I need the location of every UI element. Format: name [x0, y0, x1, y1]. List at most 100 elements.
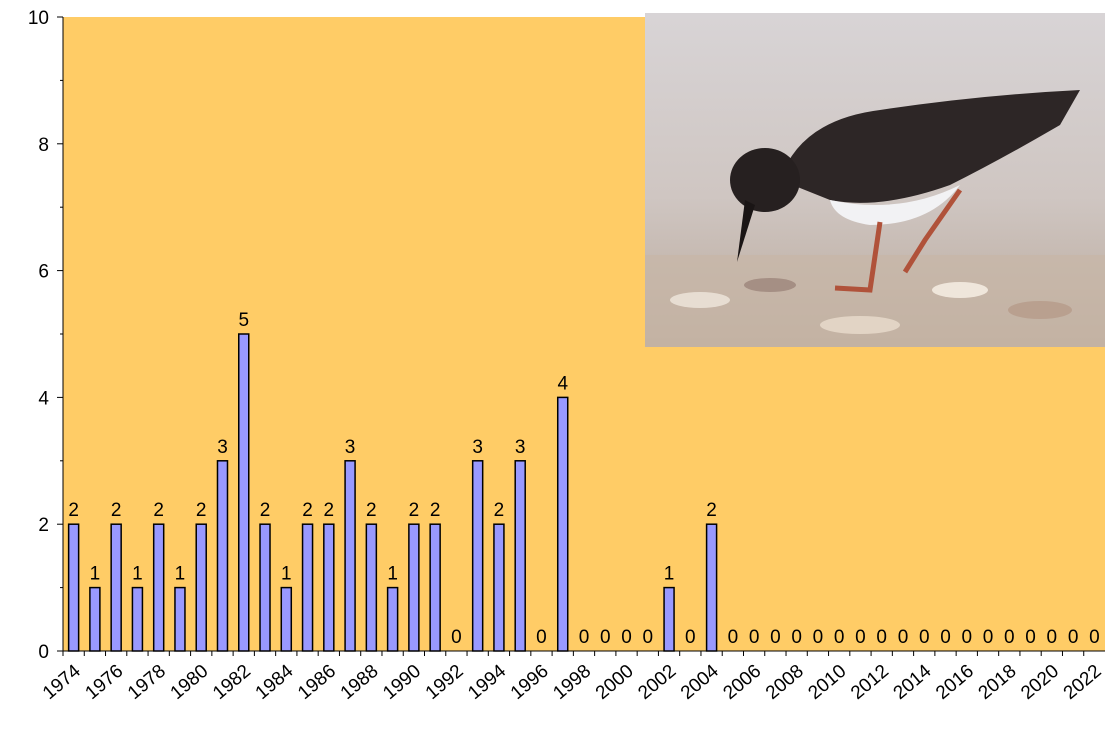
value-label: 3	[217, 437, 228, 458]
value-label: 2	[366, 500, 377, 521]
value-label: 0	[876, 627, 887, 648]
value-label: 0	[579, 627, 590, 648]
value-label: 4	[557, 373, 568, 394]
x-tick-label: 2014	[890, 660, 936, 704]
value-label: 0	[685, 627, 696, 648]
value-label: 0	[983, 627, 994, 648]
value-label: 1	[387, 564, 398, 585]
value-label: 0	[919, 627, 930, 648]
bird-photo	[645, 13, 1105, 347]
value-label: 2	[430, 500, 441, 521]
bar	[67, 523, 80, 652]
x-tick-label: 2016	[932, 661, 978, 704]
value-label: 0	[1025, 627, 1036, 648]
bar	[195, 523, 207, 652]
value-label: 1	[281, 564, 292, 585]
x-tick-label: 1992	[422, 661, 468, 704]
value-label: 0	[898, 627, 909, 648]
bar	[429, 523, 441, 652]
value-label: 2	[302, 500, 313, 521]
value-label: 0	[940, 627, 951, 648]
y-tick-label: 2	[38, 515, 49, 536]
value-label: 0	[834, 627, 845, 648]
value-label: 0	[536, 627, 547, 648]
bar	[663, 586, 675, 652]
x-tick-label: 2008	[762, 661, 808, 704]
bar	[110, 523, 122, 652]
bar	[174, 586, 186, 652]
value-label: 0	[961, 627, 972, 648]
x-tick-label: 1978	[124, 661, 170, 704]
value-label: 3	[515, 437, 526, 458]
bar	[152, 523, 165, 652]
bar	[408, 523, 420, 652]
value-label: 5	[238, 310, 249, 331]
bar	[365, 523, 378, 652]
bar	[386, 586, 399, 652]
x-tick-label: 1994	[464, 660, 510, 704]
value-label: 0	[813, 627, 824, 648]
bar	[514, 460, 526, 652]
x-tick-label: 2010	[805, 661, 851, 704]
value-label: 0	[770, 627, 781, 648]
value-label: 0	[621, 627, 632, 648]
value-label: 2	[196, 500, 207, 521]
value-label: 0	[451, 627, 462, 648]
bar	[323, 523, 335, 652]
value-label: 2	[68, 500, 79, 521]
x-tick-label: 1974	[39, 660, 85, 704]
y-tick-label: 10	[28, 8, 49, 29]
value-label: 2	[324, 500, 335, 521]
x-tick-label: 2018	[975, 661, 1021, 704]
value-label: 0	[1004, 627, 1015, 648]
x-tick-label: 1976	[81, 661, 127, 704]
value-label: 2	[153, 500, 164, 521]
value-label: 0	[1068, 627, 1079, 648]
y-tick-label: 8	[38, 135, 49, 156]
value-label: 1	[175, 564, 186, 585]
x-tick-label: 2020	[1017, 661, 1063, 704]
x-tick-label: 2000	[592, 661, 638, 704]
x-tick-label: 1986	[294, 661, 340, 704]
bar	[259, 523, 271, 652]
value-label: 0	[1047, 627, 1058, 648]
value-label: 0	[728, 627, 739, 648]
bar	[89, 586, 101, 652]
bar	[216, 460, 229, 652]
value-label: 0	[1089, 627, 1100, 648]
x-tick-label: 1984	[252, 660, 298, 704]
x-tick-label: 2006	[719, 661, 765, 704]
bar	[280, 586, 293, 652]
value-label: 1	[664, 564, 675, 585]
y-tick-label: 4	[38, 388, 49, 409]
value-label: 0	[791, 627, 802, 648]
value-label: 0	[643, 627, 654, 648]
bar	[131, 586, 144, 652]
value-label: 3	[472, 437, 483, 458]
x-tick-label: 2002	[634, 661, 680, 704]
x-tick-label: 1998	[549, 661, 595, 704]
bar	[471, 460, 484, 652]
value-label: 1	[132, 564, 143, 585]
value-label: 2	[409, 500, 420, 521]
bar	[301, 523, 314, 652]
bar	[705, 523, 718, 652]
x-tick-label: 1990	[379, 661, 425, 704]
x-tick-label: 1996	[507, 661, 553, 704]
bar	[238, 333, 250, 652]
y-tick-label: 6	[38, 262, 49, 283]
value-label: 3	[345, 437, 356, 458]
x-tick-label: 1988	[337, 661, 383, 704]
value-label: 2	[706, 500, 717, 521]
value-label: 2	[260, 500, 271, 521]
bar	[344, 460, 356, 652]
x-tick-label: 1980	[167, 661, 213, 704]
x-tick-label: 2012	[847, 661, 893, 704]
bar	[493, 523, 505, 652]
bar	[556, 396, 569, 652]
x-tick-label: 2022	[1060, 661, 1105, 704]
y-tick-label: 0	[38, 642, 49, 663]
value-label: 0	[749, 627, 760, 648]
value-label: 0	[855, 627, 866, 648]
